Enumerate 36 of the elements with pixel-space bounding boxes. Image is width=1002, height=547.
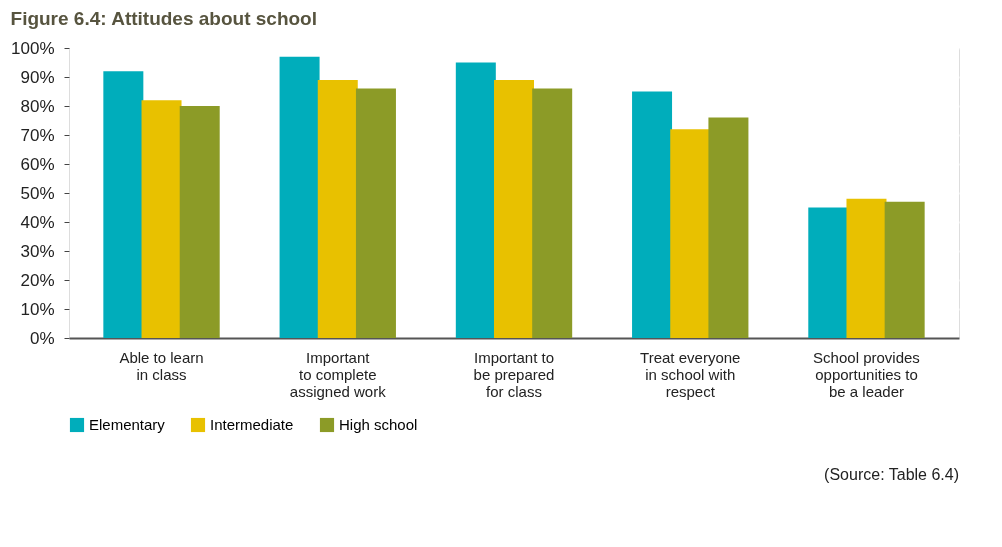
legend-label: High school (339, 416, 418, 433)
y-tick-label: 50% (20, 183, 55, 203)
x-tick-label: School provides opportunities to be a leader (813, 348, 920, 400)
y-tick-label: 90% (20, 67, 55, 87)
bar (103, 71, 144, 338)
bar (355, 88, 396, 338)
legend-label: Intermediate (210, 416, 294, 433)
bar (532, 88, 573, 338)
bar (494, 79, 534, 338)
bar (670, 129, 711, 338)
text: (Source: Table 6.4) (824, 466, 959, 483)
bar (179, 106, 220, 338)
bar (846, 198, 887, 338)
bar (884, 201, 925, 338)
chart-title: Figure 6.4: Attitudes about school (10, 8, 317, 29)
y-tick-label: 80% (20, 96, 55, 116)
y-tick-label: 10% (20, 299, 55, 319)
y-tick-label: 0% (29, 328, 55, 348)
bar (808, 207, 849, 338)
x-tick-label: Able to learn in class (119, 348, 204, 383)
y-tick-label: 40% (20, 212, 55, 232)
x-tick-label: Treat everyone in school with respect (640, 348, 741, 400)
y-tick-label: 20% (20, 270, 55, 290)
bar (317, 79, 358, 338)
bar (708, 117, 749, 338)
x-tick-label: Important to be prepared for class (473, 348, 555, 400)
y-tick-label: 60% (20, 154, 55, 174)
bar (455, 62, 496, 338)
bar (632, 91, 673, 338)
legend-label: Elementary (89, 416, 166, 433)
bar (279, 56, 320, 338)
y-tick-label: 100% (11, 38, 55, 58)
bar (141, 100, 182, 338)
y-tick-label: 70% (20, 125, 55, 145)
x-tick-label: Important to complete assigned work (289, 348, 387, 400)
y-tick-label: 30% (20, 241, 55, 261)
